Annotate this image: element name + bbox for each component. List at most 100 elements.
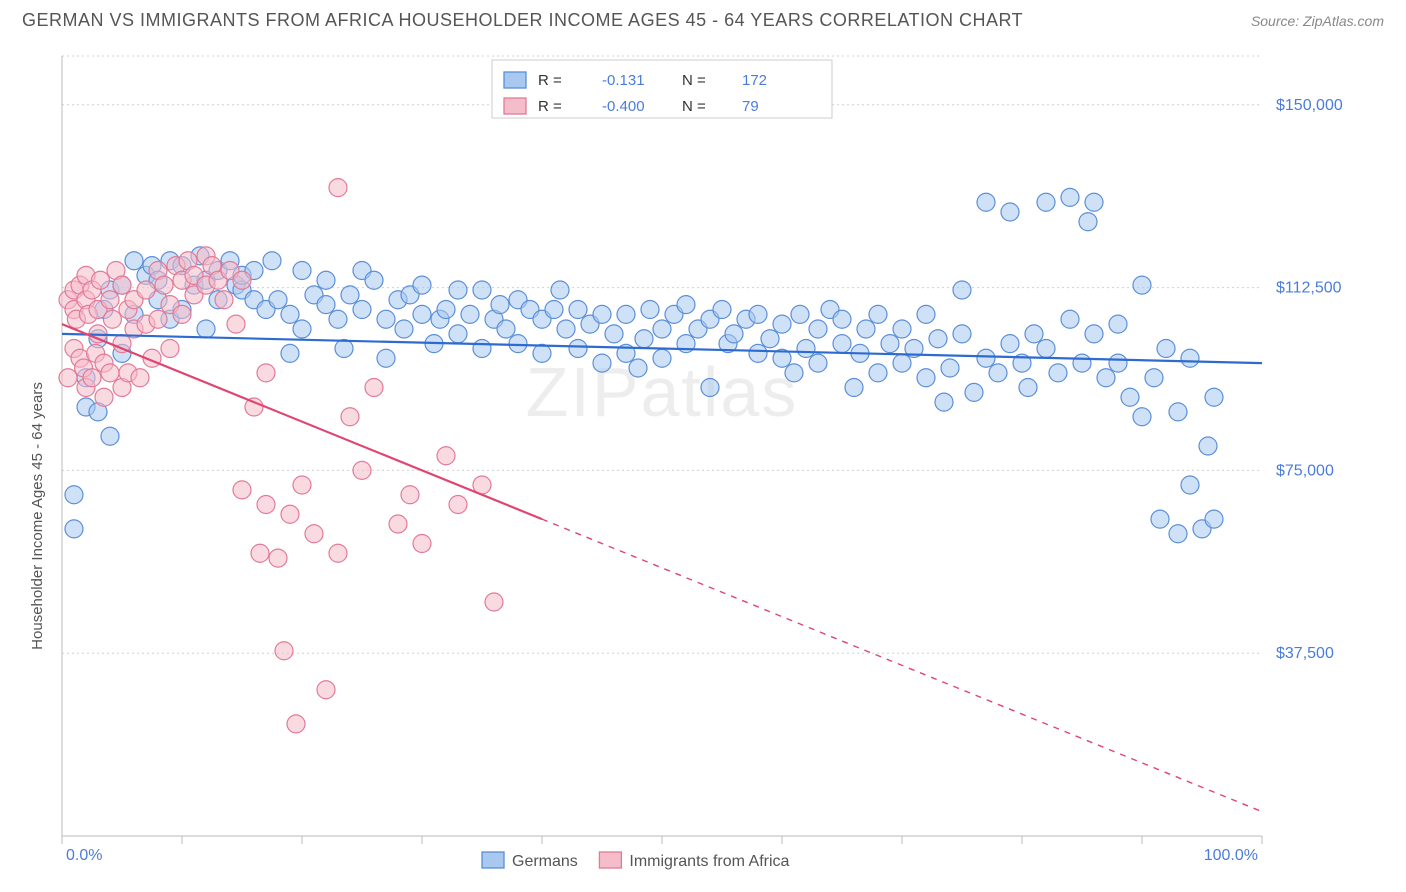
trend-line-extrapolated: [542, 519, 1262, 812]
data-point: [749, 344, 767, 362]
data-point: [1109, 315, 1127, 333]
data-point: [1133, 408, 1151, 426]
data-point: [893, 320, 911, 338]
legend-n-value: 172: [742, 72, 767, 89]
data-point: [593, 305, 611, 323]
data-point: [395, 320, 413, 338]
legend-swatch: [504, 98, 526, 114]
data-point: [257, 364, 275, 382]
data-point: [197, 320, 215, 338]
data-point: [569, 340, 587, 358]
legend-r-label: R =: [538, 98, 562, 115]
data-point: [977, 349, 995, 367]
correlation-chart: $37,500$75,000$112,500$150,0000.0%100.0%…: [22, 46, 1384, 872]
data-point: [275, 642, 293, 660]
data-point: [91, 271, 109, 289]
y-tick-label: $37,500: [1276, 645, 1334, 662]
data-point: [677, 296, 695, 314]
data-point: [377, 310, 395, 328]
data-point: [95, 388, 113, 406]
data-point: [1085, 193, 1103, 211]
data-point: [1133, 276, 1151, 294]
data-point: [497, 320, 515, 338]
data-point: [1025, 325, 1043, 343]
data-point: [653, 349, 671, 367]
data-point: [353, 461, 371, 479]
data-point: [1061, 188, 1079, 206]
data-point: [557, 320, 575, 338]
data-point: [389, 515, 407, 533]
data-point: [1169, 403, 1187, 421]
data-point: [131, 369, 149, 387]
data-point: [935, 393, 953, 411]
data-point: [101, 364, 119, 382]
data-point: [329, 179, 347, 197]
y-axis-title: Householder Income Ages 45 - 64 years: [29, 382, 46, 650]
data-point: [149, 310, 167, 328]
data-point: [1037, 193, 1055, 211]
data-point: [293, 320, 311, 338]
data-point: [533, 344, 551, 362]
data-point: [491, 296, 509, 314]
data-point: [1181, 476, 1199, 494]
data-point: [1169, 525, 1187, 543]
data-point: [233, 481, 251, 499]
data-point: [1061, 310, 1079, 328]
data-point: [461, 305, 479, 323]
x-tick-label-min: 0.0%: [66, 847, 102, 864]
data-point: [269, 291, 287, 309]
data-point: [173, 305, 191, 323]
data-point: [485, 593, 503, 611]
data-point: [881, 335, 899, 353]
data-point: [749, 305, 767, 323]
data-point: [101, 427, 119, 445]
legend-n-label: N =: [682, 72, 706, 89]
data-point: [833, 310, 851, 328]
data-point: [473, 340, 491, 358]
data-point: [103, 310, 121, 328]
data-point: [569, 301, 587, 319]
data-point: [329, 544, 347, 562]
data-point: [365, 379, 383, 397]
data-point: [653, 320, 671, 338]
data-point: [791, 305, 809, 323]
data-point: [953, 325, 971, 343]
data-point: [809, 320, 827, 338]
data-point: [761, 330, 779, 348]
legend-series-label: Immigrants from Africa: [629, 853, 789, 870]
data-point: [251, 544, 269, 562]
data-point: [437, 301, 455, 319]
data-point: [413, 305, 431, 323]
legend-swatch: [599, 852, 621, 868]
data-point: [773, 315, 791, 333]
data-point: [1121, 388, 1139, 406]
data-point: [1073, 354, 1091, 372]
data-point: [1181, 349, 1199, 367]
data-point: [1079, 213, 1097, 231]
data-point: [59, 369, 77, 387]
y-tick-label: $150,000: [1276, 97, 1343, 114]
data-point: [449, 281, 467, 299]
data-point: [1097, 369, 1115, 387]
x-tick-label-max: 100.0%: [1204, 847, 1258, 864]
data-point: [797, 340, 815, 358]
data-point: [317, 296, 335, 314]
data-point: [377, 349, 395, 367]
data-point: [1199, 437, 1217, 455]
data-point: [83, 369, 101, 387]
data-point: [857, 320, 875, 338]
data-point: [281, 505, 299, 523]
data-point: [215, 291, 233, 309]
data-point: [341, 408, 359, 426]
data-point: [1109, 354, 1127, 372]
data-point: [263, 252, 281, 270]
data-point: [161, 340, 179, 358]
data-point: [293, 476, 311, 494]
data-point: [953, 281, 971, 299]
data-point: [281, 344, 299, 362]
data-point: [227, 315, 245, 333]
data-point: [113, 276, 131, 294]
data-point: [317, 271, 335, 289]
data-point: [341, 286, 359, 304]
data-point: [1205, 388, 1223, 406]
